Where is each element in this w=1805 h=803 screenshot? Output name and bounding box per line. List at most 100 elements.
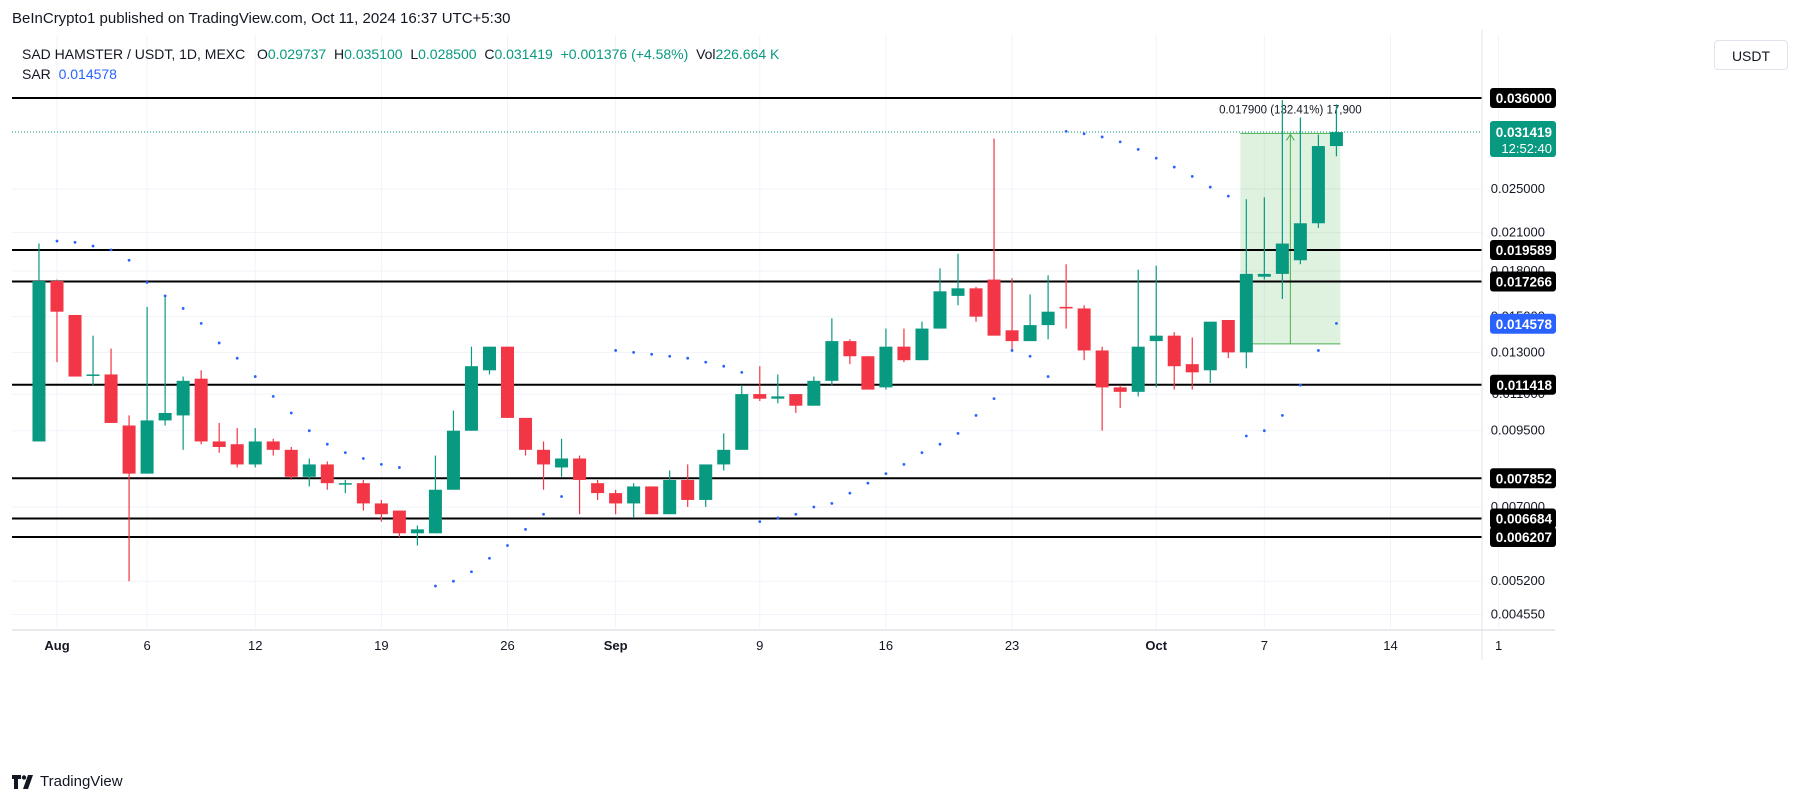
candle-body bbox=[1005, 330, 1019, 342]
sar-dot bbox=[199, 321, 203, 325]
x-tick-label: 12 bbox=[248, 638, 262, 653]
level-price-label-bg bbox=[1490, 88, 1556, 108]
low-value: 0.028500 bbox=[418, 46, 477, 62]
level-price-label-bg bbox=[1490, 239, 1556, 260]
sar-value: 0.014578 bbox=[58, 66, 117, 82]
sar-dot bbox=[542, 512, 545, 516]
x-tick-label: 9 bbox=[756, 638, 763, 653]
close-label: C bbox=[484, 46, 495, 62]
candle-body bbox=[555, 458, 569, 468]
level-price-label: 0.019589 bbox=[1496, 243, 1552, 258]
sar-dot bbox=[524, 527, 527, 531]
candle-body bbox=[428, 489, 442, 534]
x-tick-label: 7 bbox=[1261, 638, 1268, 653]
sar-dot bbox=[776, 516, 780, 520]
candle-body bbox=[663, 479, 677, 515]
sar-dots bbox=[55, 129, 1338, 588]
candle-body bbox=[284, 449, 298, 477]
candle-body bbox=[573, 458, 587, 480]
sar-dot bbox=[1082, 132, 1086, 136]
sar-dot bbox=[1046, 375, 1050, 378]
sar-dot bbox=[1010, 349, 1014, 352]
candle-body bbox=[1329, 132, 1343, 147]
last-price-label-bg bbox=[1490, 120, 1556, 157]
sar-dot bbox=[632, 350, 636, 354]
candle-body bbox=[897, 346, 911, 361]
sar-dot bbox=[722, 364, 726, 368]
sar-dot bbox=[1118, 140, 1122, 144]
sar-dot bbox=[650, 352, 654, 356]
level-price-label-bg bbox=[1490, 508, 1556, 529]
sar-dot bbox=[920, 451, 924, 455]
sar-row: SAR 0.014578 bbox=[22, 64, 779, 84]
candle-body bbox=[915, 328, 929, 361]
candle-body bbox=[338, 483, 352, 485]
measure-label: 0.017900 (132.41%) 17,900 bbox=[1219, 104, 1362, 116]
sar-dot bbox=[884, 472, 888, 476]
level-price-label-bg bbox=[1490, 468, 1556, 489]
high-label: H bbox=[334, 46, 345, 62]
candle-body bbox=[753, 394, 767, 399]
candle-body bbox=[969, 288, 983, 317]
level-price-label: 0.007852 bbox=[1496, 471, 1552, 486]
sar-dot bbox=[848, 491, 852, 495]
sar-dot bbox=[1298, 383, 1302, 387]
candle-body bbox=[50, 281, 64, 312]
candle-body bbox=[212, 441, 226, 448]
sar-dot bbox=[73, 240, 77, 244]
price-labels: 0.036000 0.019589 0.017266 0.011418 0.007852… bbox=[1490, 88, 1556, 547]
sar-dot bbox=[307, 429, 311, 433]
candle-body bbox=[140, 420, 154, 474]
sar-dot bbox=[1190, 175, 1194, 178]
candle-body bbox=[1023, 325, 1037, 342]
high-value: 0.035100 bbox=[344, 46, 403, 62]
symbol-name[interactable]: SAD HAMSTER / USDT, 1D, MEXC bbox=[22, 46, 246, 62]
sar-dot bbox=[506, 544, 509, 547]
candle-body bbox=[951, 288, 965, 296]
level-price-label: 0.006684 bbox=[1496, 512, 1553, 527]
sar-dot bbox=[1280, 414, 1284, 417]
candle-body bbox=[645, 486, 659, 515]
sar-dot bbox=[163, 294, 167, 298]
sar-dot bbox=[704, 360, 708, 364]
x-tick-label: 26 bbox=[500, 638, 514, 653]
candle-body bbox=[1275, 243, 1289, 274]
sar-dot bbox=[1172, 165, 1176, 169]
y-tick-label: 0.013000 bbox=[1491, 344, 1545, 359]
sar-dot bbox=[109, 248, 113, 252]
candle-body bbox=[176, 380, 190, 416]
sar-dot bbox=[434, 584, 437, 588]
candle-body bbox=[104, 374, 118, 423]
level-price-label: 0.006207 bbox=[1496, 530, 1552, 545]
candle-body bbox=[320, 464, 334, 484]
y-tick-label: 0.021000 bbox=[1491, 225, 1545, 240]
sar-dot bbox=[740, 370, 744, 374]
candle-body bbox=[302, 464, 316, 477]
y-tick-label: 0.025000 bbox=[1491, 181, 1545, 196]
sar-dot bbox=[343, 451, 347, 455]
candle-body bbox=[1311, 146, 1325, 224]
volume-value: 226.664 K bbox=[715, 46, 780, 62]
brand-name: TradingView bbox=[40, 773, 123, 790]
candle-body bbox=[32, 281, 46, 442]
candles bbox=[32, 100, 1343, 582]
candle-body bbox=[86, 374, 100, 376]
sar-dot bbox=[830, 502, 834, 505]
axes: Aug 6 12 19 26 Sep 9 16 23 Oct 7 14 1 0.025000 0.02100… bbox=[12, 30, 1555, 660]
sar-dot bbox=[55, 239, 59, 243]
sar-label[interactable]: SAR bbox=[22, 66, 51, 82]
level-price-label: 0.036000 bbox=[1496, 91, 1552, 106]
candle-body bbox=[446, 430, 460, 490]
candle-body bbox=[410, 529, 424, 534]
candle-body bbox=[1221, 319, 1235, 353]
sar-dot bbox=[668, 354, 672, 358]
currency-button[interactable]: USDT bbox=[1714, 40, 1788, 70]
sar-dot bbox=[560, 495, 563, 498]
x-tick-label: Sep bbox=[604, 638, 628, 653]
candle-body bbox=[1059, 306, 1073, 309]
sar-dot bbox=[217, 341, 221, 345]
sar-dot bbox=[235, 356, 239, 360]
level-price-label-bg bbox=[1490, 374, 1556, 395]
candle-body bbox=[1149, 335, 1163, 342]
